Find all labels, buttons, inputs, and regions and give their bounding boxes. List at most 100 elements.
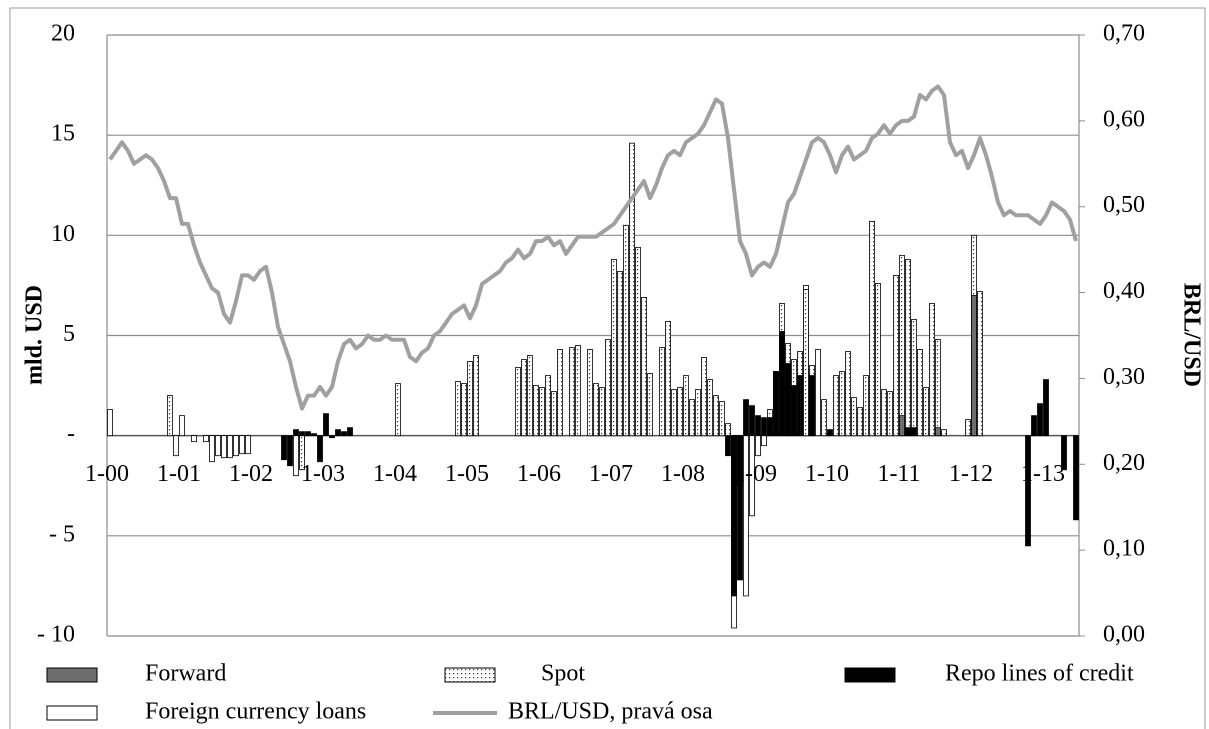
bar [917, 349, 923, 437]
x-tick-label: 1-07 [589, 461, 633, 487]
legend-swatch [844, 667, 896, 683]
bar [1031, 415, 1037, 437]
bar [743, 435, 749, 597]
bar [455, 381, 461, 437]
bar [209, 435, 215, 463]
bar [545, 375, 551, 437]
x-tick-label: 1-11 [877, 461, 920, 487]
x-tick-label: 1-03 [301, 461, 345, 487]
bar [935, 339, 941, 437]
bar [191, 435, 197, 443]
bar [677, 387, 683, 437]
bars [107, 142, 1079, 629]
bar [293, 435, 299, 477]
legend-label: Repo lines of credit [945, 661, 1134, 687]
y-tick-label: - 5 [49, 521, 75, 547]
bar [551, 391, 557, 437]
bar [725, 423, 731, 437]
bar [743, 399, 749, 437]
legend-label: Foreign currency loans [145, 699, 366, 725]
bar [797, 375, 803, 437]
bar [515, 367, 521, 437]
bar [395, 383, 401, 437]
bar [761, 435, 767, 447]
x-tick-label: 1-05 [445, 461, 489, 487]
x-tick-label: 1-12 [949, 461, 993, 487]
bar [239, 435, 245, 455]
bar [1073, 435, 1079, 521]
legend-swatch [46, 705, 98, 721]
legend-swatch [46, 667, 98, 683]
bar [179, 415, 185, 437]
bar [731, 435, 737, 597]
bar [593, 383, 599, 437]
bar [305, 431, 311, 437]
legend: Forward Spot Repo lines of credit Foreign c… [46, 661, 1134, 725]
y2-tick-label: 0,20 [1103, 450, 1145, 476]
bar [893, 274, 899, 437]
y2-tick-label: 0,30 [1103, 364, 1145, 390]
bar [767, 417, 773, 437]
bar [665, 321, 671, 437]
bar [707, 379, 713, 437]
bar [347, 427, 353, 437]
bar [755, 415, 761, 437]
y-tick-label: 5 [63, 321, 75, 347]
bar [107, 409, 113, 437]
bar [935, 427, 941, 437]
bar [1025, 435, 1031, 547]
bar [803, 289, 809, 437]
bar [467, 361, 473, 437]
bar [713, 395, 719, 437]
bar [539, 387, 545, 437]
bar [929, 303, 935, 437]
bar [617, 270, 623, 437]
bar [701, 357, 707, 437]
bar [611, 258, 617, 437]
bar [521, 359, 527, 437]
bar [833, 375, 839, 437]
bar [869, 220, 875, 437]
bar [725, 435, 731, 457]
x-tick-label: 1-02 [229, 461, 273, 487]
bar [821, 399, 827, 437]
y-tick-label: 15 [51, 121, 75, 147]
bar [569, 347, 575, 437]
frame [9, 7, 1206, 729]
bar [635, 246, 641, 437]
bar [335, 429, 341, 437]
bar [1037, 403, 1043, 437]
x-tick-label: 1-10 [805, 461, 849, 487]
bar [527, 355, 533, 437]
bar [965, 419, 971, 437]
x-tick-label: 1-08 [661, 461, 705, 487]
bar [971, 295, 977, 437]
x-tick-label: 1-01 [157, 461, 201, 487]
bar [227, 435, 233, 459]
bar [587, 349, 593, 437]
y2-tick-label: 0,00 [1103, 622, 1145, 648]
legend-label: BRL/USD, pravá osa [508, 699, 713, 725]
bar [317, 435, 323, 463]
bar [233, 435, 239, 457]
bar [845, 351, 851, 437]
bar [1061, 435, 1067, 471]
legend-swatch [444, 667, 496, 683]
bar [737, 435, 743, 581]
y-tick-label: - [67, 421, 75, 447]
bar [911, 427, 917, 437]
x-tick-label: 1-06 [517, 461, 561, 487]
legend-label: Forward [145, 661, 226, 687]
bar [827, 429, 833, 437]
bar [839, 371, 845, 437]
bar [329, 435, 335, 439]
bar [695, 389, 701, 437]
bar [1043, 379, 1049, 437]
bar [647, 373, 653, 437]
y2-tick-label: 0,10 [1103, 536, 1145, 562]
y-axis-title: mld. USD [22, 285, 48, 385]
bar [761, 417, 767, 437]
bar [575, 345, 581, 437]
line [108, 84, 1078, 411]
bar [809, 375, 815, 437]
